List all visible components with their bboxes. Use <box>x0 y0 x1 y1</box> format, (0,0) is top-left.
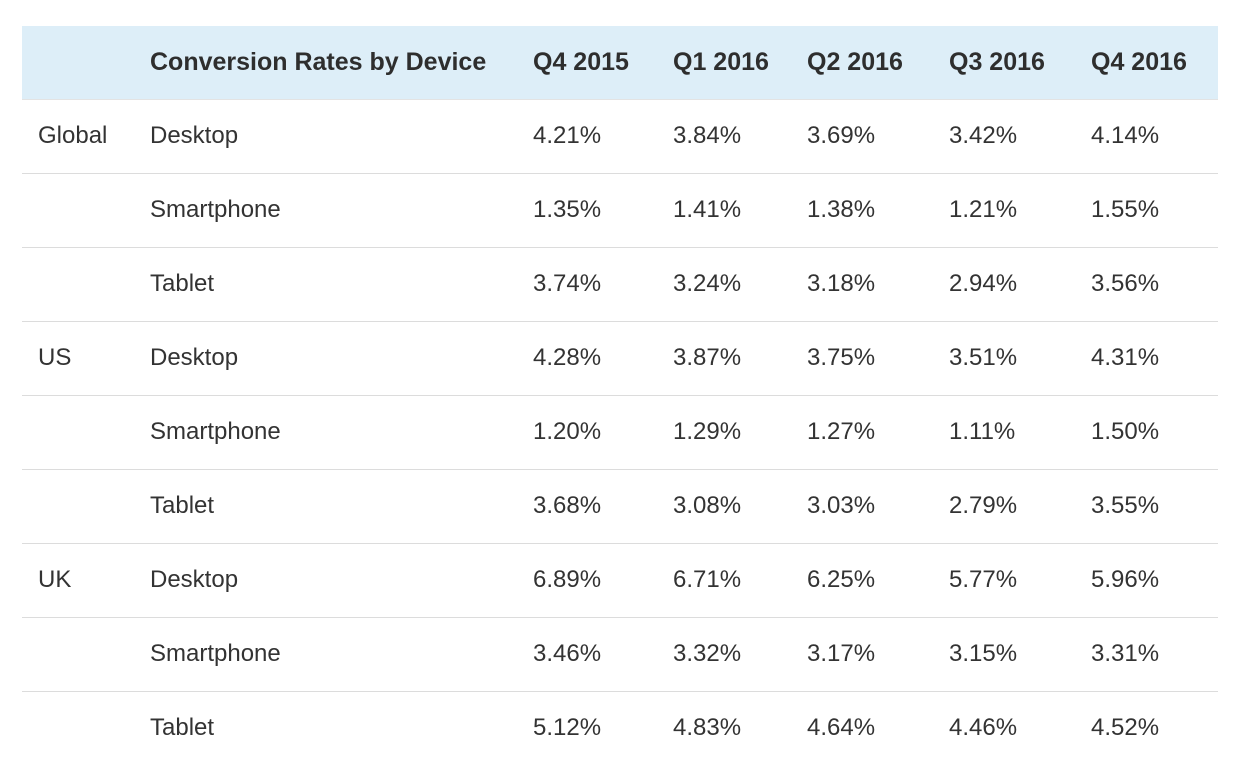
table-row: US Desktop 4.28% 3.87% 3.75% 3.51% 4.31% <box>22 321 1218 395</box>
value-cell: 3.84% <box>673 122 742 149</box>
value-cell: 1.50% <box>1091 418 1160 445</box>
value-cell: 3.24% <box>673 270 742 297</box>
device-cell: Desktop <box>150 344 239 371</box>
value-cell: 1.35% <box>533 196 602 223</box>
header-cell-q2-2016: Q2 2016 <box>807 47 903 76</box>
conversion-rates-table-container: Conversion Rates by Device Q4 2015 Q1 20… <box>22 26 1218 765</box>
value-cell: 3.08% <box>673 492 742 519</box>
value-cell: 6.89% <box>533 566 602 593</box>
value-cell: 4.52% <box>1091 714 1160 742</box>
value-cell: 5.96% <box>1091 566 1160 593</box>
header-cell-q4-2015: Q4 2015 <box>533 47 629 76</box>
device-cell: Desktop <box>150 122 239 149</box>
value-cell: 4.83% <box>673 714 742 742</box>
value-cell: 3.03% <box>807 492 876 519</box>
value-cell: 1.38% <box>807 196 876 223</box>
value-cell: 6.71% <box>673 566 742 593</box>
table-row: Tablet 5.12% 4.83% 4.64% 4.46% 4.52% <box>22 691 1218 765</box>
region-cell <box>22 247 135 321</box>
region-cell <box>22 395 135 469</box>
value-cell: 4.28% <box>533 344 602 371</box>
value-cell: 1.55% <box>1091 196 1160 223</box>
value-cell: 3.55% <box>1091 492 1160 519</box>
device-cell: Smartphone <box>150 640 281 667</box>
value-cell: 4.21% <box>533 122 602 149</box>
value-cell: 3.17% <box>807 640 876 667</box>
value-cell: 3.56% <box>1091 270 1160 297</box>
table-row: Smartphone 3.46% 3.32% 3.17% 3.15% 3.31% <box>22 617 1218 691</box>
value-cell: 1.27% <box>807 418 876 445</box>
value-cell: 2.79% <box>949 492 1018 519</box>
value-cell: 5.77% <box>949 566 1018 593</box>
device-cell: Desktop <box>150 566 239 593</box>
header-cell-q3-2016: Q3 2016 <box>949 47 1045 76</box>
header-cell-q1-2016: Q1 2016 <box>673 47 769 76</box>
region-cell <box>22 691 135 765</box>
value-cell: 1.29% <box>673 418 742 445</box>
value-cell: 3.87% <box>673 344 742 371</box>
value-cell: 3.68% <box>533 492 602 519</box>
value-cell: 3.69% <box>807 122 876 149</box>
value-cell: 4.31% <box>1091 344 1160 371</box>
value-cell: 1.21% <box>949 196 1018 223</box>
table-row: Tablet 3.68% 3.08% 3.03% 2.79% 3.55% <box>22 469 1218 543</box>
region-cell: Global <box>38 122 108 149</box>
table-row: Smartphone 1.20% 1.29% 1.27% 1.11% 1.50% <box>22 395 1218 469</box>
value-cell: 3.74% <box>533 270 602 297</box>
value-cell: 3.31% <box>1091 640 1160 667</box>
value-cell: 3.18% <box>807 270 876 297</box>
value-cell: 1.41% <box>673 196 742 223</box>
value-cell: 4.14% <box>1091 122 1160 149</box>
value-cell: 1.20% <box>533 418 602 445</box>
value-cell: 3.51% <box>949 344 1018 371</box>
conversion-rates-table: Conversion Rates by Device Q4 2015 Q1 20… <box>22 26 1218 765</box>
table-row: Global Desktop 4.21% 3.84% 3.69% 3.42% 4.14% <box>22 99 1218 173</box>
header-cell-title: Conversion Rates by Device <box>150 47 487 76</box>
table-row: UK Desktop 6.89% 6.71% 6.25% 5.77% 5.96% <box>22 543 1218 617</box>
value-cell: 3.15% <box>949 640 1018 667</box>
value-cell: 4.64% <box>807 714 876 742</box>
table-body: Global Desktop 4.21% 3.84% 3.69% 3.42% 4.14% Sm… <box>22 99 1218 765</box>
value-cell: 1.11% <box>949 418 1016 445</box>
value-cell: 6.25% <box>807 566 876 593</box>
header-cell-q4-2016: Q4 2016 <box>1091 47 1187 76</box>
header-cell-region <box>22 26 135 99</box>
header-row: Conversion Rates by Device Q4 2015 Q1 20… <box>22 26 1218 99</box>
device-cell: Tablet <box>150 492 215 519</box>
device-cell: Smartphone <box>150 418 281 445</box>
region-cell <box>22 173 135 247</box>
table-header: Conversion Rates by Device Q4 2015 Q1 20… <box>22 26 1218 99</box>
value-cell: 3.32% <box>673 640 742 667</box>
value-cell: 4.46% <box>949 714 1018 742</box>
device-cell: Tablet <box>150 714 215 742</box>
table-row: Tablet 3.74% 3.24% 3.18% 2.94% 3.56% <box>22 247 1218 321</box>
value-cell: 5.12% <box>533 714 602 742</box>
value-cell: 3.46% <box>533 640 602 667</box>
region-cell: US <box>38 344 72 371</box>
device-cell: Smartphone <box>150 196 281 223</box>
table-row: Smartphone 1.35% 1.41% 1.38% 1.21% 1.55% <box>22 173 1218 247</box>
region-cell <box>22 617 135 691</box>
device-cell: Tablet <box>150 270 215 297</box>
region-cell: UK <box>38 566 72 593</box>
value-cell: 3.75% <box>807 344 876 371</box>
value-cell: 3.42% <box>949 122 1018 149</box>
region-cell <box>22 469 135 543</box>
value-cell: 2.94% <box>949 270 1018 297</box>
